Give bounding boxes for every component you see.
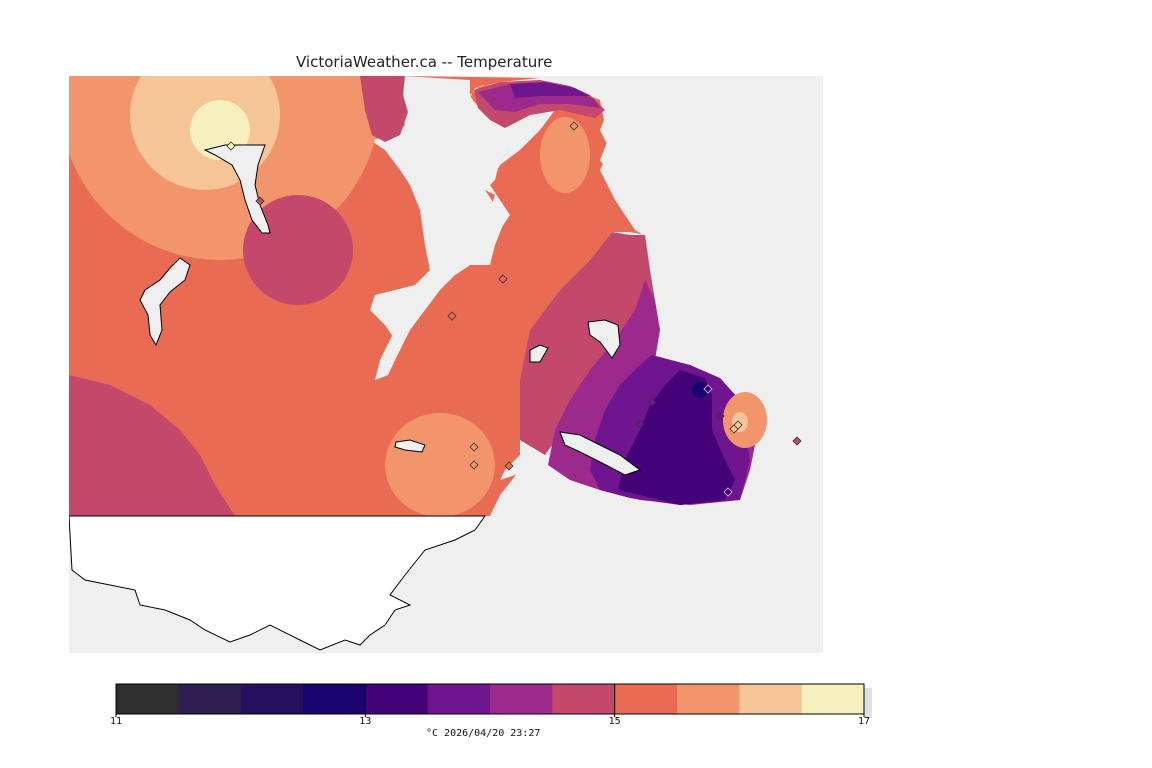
region-warm-top-right <box>540 117 590 193</box>
legend-swatch <box>677 684 740 714</box>
legend-swatch <box>116 684 179 714</box>
region-mild-top-center <box>360 76 408 142</box>
region-mild-east <box>520 232 655 455</box>
region-mild-lower-left <box>69 375 235 516</box>
station-marker-icon <box>723 487 733 497</box>
legend-swatch <box>614 684 678 714</box>
lake-north <box>203 144 271 234</box>
legend-tick-label: 17 <box>857 716 871 727</box>
legend-swatch <box>178 684 242 714</box>
legend-tick-label: 11 <box>109 716 123 727</box>
station-marker-icon <box>504 461 514 471</box>
region-warm-bottom <box>385 413 495 517</box>
legend-swatch <box>739 684 803 714</box>
region-darkest <box>692 382 708 398</box>
legend-swatch <box>303 684 366 714</box>
legend-caption: °C 2026/04/20 23:27 <box>426 728 541 739</box>
stations <box>226 121 802 497</box>
legend-swatch <box>427 684 491 714</box>
legend-swatch <box>490 684 553 714</box>
station-marker-icon <box>729 424 739 434</box>
legend-colorbar <box>115 683 872 718</box>
legend-tick-label: 15 <box>608 716 621 727</box>
map-title: VictoriaWeather.ca -- Temperature <box>296 53 553 71</box>
station-marker-icon <box>715 411 725 421</box>
station-marker-icon <box>226 141 236 151</box>
station-marker-icon <box>447 311 457 321</box>
legend-swatch <box>240 684 304 714</box>
lake-south <box>394 439 426 453</box>
station-marker-icon <box>647 397 657 407</box>
legend-tick-label: 13 <box>359 716 372 727</box>
station-marker-icon <box>469 460 479 470</box>
station-marker-icon <box>255 196 265 206</box>
station-marker-icon <box>498 274 508 284</box>
station-marker-icon <box>635 419 645 429</box>
region-coolest <box>618 370 735 505</box>
station-marker-icon <box>569 121 579 131</box>
station-marker-icon <box>792 436 802 446</box>
legend-swatch <box>552 684 616 714</box>
station-marker-icon <box>469 442 479 452</box>
island-south <box>69 515 486 651</box>
station-marker-icon <box>703 384 713 394</box>
lake-west <box>139 257 191 347</box>
inlet-south <box>559 431 642 476</box>
region-mild-blob <box>243 195 353 305</box>
legend-swatch <box>801 684 865 714</box>
lake-east <box>587 319 621 359</box>
legend-swatch <box>365 684 429 714</box>
